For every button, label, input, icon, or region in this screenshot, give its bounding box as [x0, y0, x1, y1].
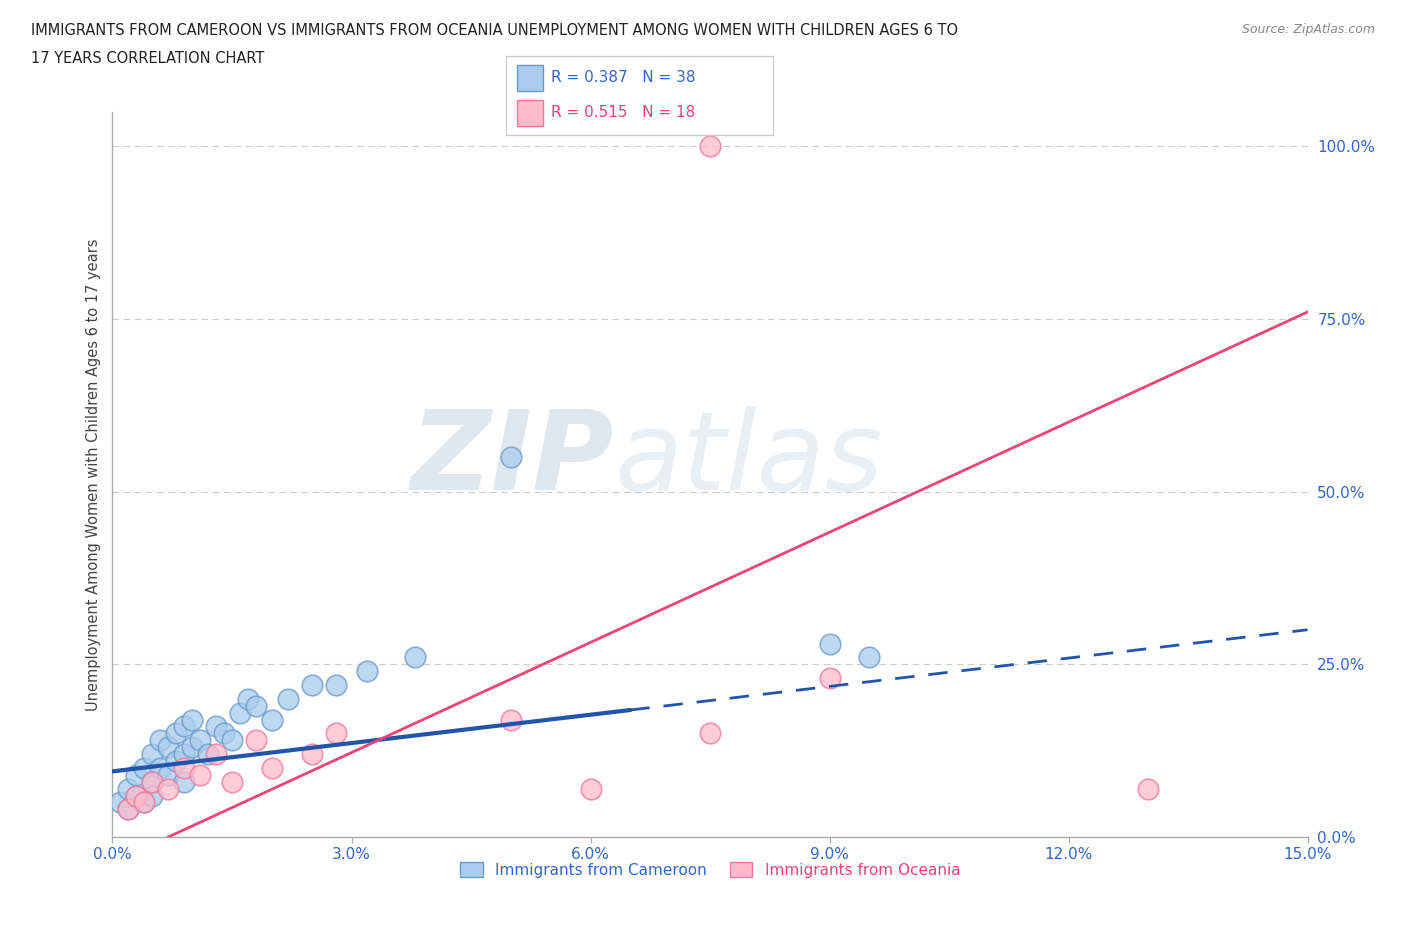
Point	[110, 795, 132, 810]
Point	[125, 767, 148, 782]
Point	[579, 781, 602, 796]
Point	[212, 726, 235, 741]
Text: Source: ZipAtlas.com: Source: ZipAtlas.com	[1241, 23, 1375, 36]
Point	[181, 712, 204, 727]
Point	[134, 795, 156, 810]
Text: R = 0.515   N = 18: R = 0.515 N = 18	[551, 105, 696, 120]
Point	[149, 733, 172, 748]
Point	[356, 664, 378, 679]
Point	[325, 726, 347, 741]
Point	[134, 761, 156, 776]
Point	[699, 726, 721, 741]
Point	[165, 726, 187, 741]
Point	[404, 650, 426, 665]
Point	[188, 733, 211, 748]
Point	[229, 705, 252, 720]
Point	[499, 449, 522, 464]
Text: atlas: atlas	[614, 406, 883, 513]
Point	[173, 775, 195, 790]
Text: IMMIGRANTS FROM CAMEROON VS IMMIGRANTS FROM OCEANIA UNEMPLOYMENT AMONG WOMEN WIT: IMMIGRANTS FROM CAMEROON VS IMMIGRANTS F…	[31, 23, 957, 38]
Point	[117, 781, 139, 796]
Point	[325, 678, 347, 693]
Point	[221, 775, 243, 790]
Point	[197, 747, 219, 762]
Point	[157, 767, 180, 782]
Point	[818, 671, 841, 685]
Point	[173, 719, 195, 734]
Point	[173, 761, 195, 776]
Point	[173, 747, 195, 762]
Point	[117, 802, 139, 817]
Point	[134, 795, 156, 810]
Point	[165, 753, 187, 768]
Point	[699, 139, 721, 153]
Point	[125, 788, 148, 803]
Point	[141, 775, 163, 790]
Point	[245, 733, 267, 748]
Point	[157, 739, 180, 754]
Point	[236, 691, 259, 706]
Text: 17 YEARS CORRELATION CHART: 17 YEARS CORRELATION CHART	[31, 51, 264, 66]
Point	[188, 767, 211, 782]
Point	[125, 788, 148, 803]
Point	[141, 788, 163, 803]
Point	[818, 636, 841, 651]
Point	[141, 775, 163, 790]
Point	[260, 761, 283, 776]
Point	[157, 781, 180, 796]
Point	[858, 650, 880, 665]
Legend: Immigrants from Cameroon, Immigrants from Oceania: Immigrants from Cameroon, Immigrants fro…	[454, 856, 966, 884]
Point	[499, 712, 522, 727]
Text: ZIP: ZIP	[411, 406, 614, 513]
Point	[205, 747, 228, 762]
Point	[205, 719, 228, 734]
Point	[301, 678, 323, 693]
Point	[141, 747, 163, 762]
Point	[277, 691, 299, 706]
Point	[117, 802, 139, 817]
Text: R = 0.387   N = 38: R = 0.387 N = 38	[551, 71, 696, 86]
Point	[181, 739, 204, 754]
Point	[1137, 781, 1160, 796]
Point	[245, 698, 267, 713]
Point	[149, 761, 172, 776]
Y-axis label: Unemployment Among Women with Children Ages 6 to 17 years: Unemployment Among Women with Children A…	[86, 238, 101, 711]
Point	[260, 712, 283, 727]
Point	[301, 747, 323, 762]
Point	[221, 733, 243, 748]
